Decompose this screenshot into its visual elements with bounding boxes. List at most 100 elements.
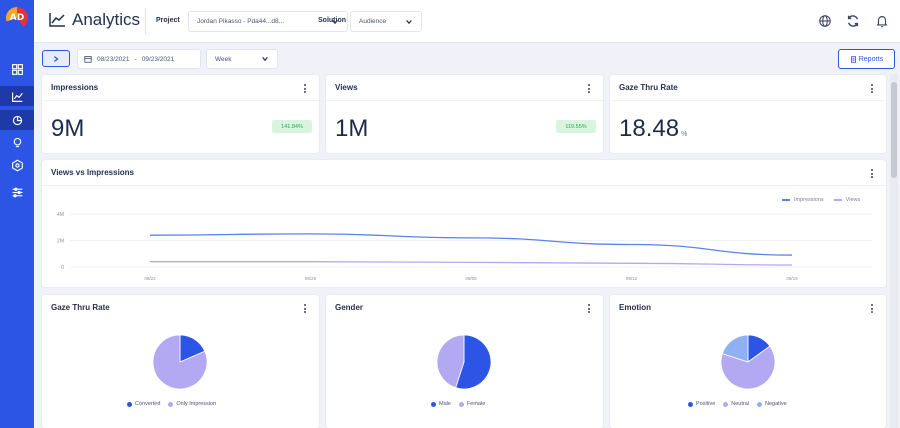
pie-chart: [436, 334, 492, 390]
more-vertical-icon[interactable]: [871, 169, 874, 179]
legend-swatch-impressions: [782, 199, 790, 201]
legend-only-impression: Only Impression: [176, 401, 217, 407]
bell-icon[interactable]: [875, 14, 889, 28]
refresh-icon[interactable]: [846, 14, 860, 28]
card-title: Views: [335, 83, 358, 92]
scrollbar-thumb[interactable]: [891, 82, 897, 178]
legend-converted: Converted: [135, 401, 161, 407]
card-title: Emotion: [619, 303, 651, 312]
page-title: Analytics: [72, 10, 141, 29]
x-tick-label: 08/29: [305, 276, 317, 281]
dashboard-icon: [11, 63, 23, 75]
pie-slice-female: [436, 334, 465, 389]
gaze-thru-rate-card: Gaze Thru Rate 18.48%: [610, 75, 886, 153]
pie-slice-male: [455, 334, 492, 390]
date-start: 08/23/2021: [97, 55, 130, 63]
more-vertical-icon[interactable]: [871, 304, 874, 314]
emotion-pie-card: Emotion Positive Neutral Negative: [610, 295, 886, 428]
series-line-views: [150, 261, 793, 266]
scrollbar[interactable]: [890, 74, 898, 428]
x-tick-label: 09/05: [465, 276, 477, 281]
chevron-down-icon: [262, 57, 268, 62]
sliders-icon: [12, 187, 22, 197]
legend-impressions: Impressions: [794, 197, 824, 203]
app-logo[interactable]: AD: [6, 7, 28, 29]
collapse-toggle-button[interactable]: [42, 50, 70, 67]
reports-button[interactable]: Reports: [838, 49, 895, 69]
more-vertical-icon[interactable]: [304, 84, 307, 94]
date-end: 09/23/2021: [141, 55, 175, 63]
legend-negative: Negative: [765, 401, 787, 407]
legend-views: Views: [845, 197, 861, 203]
period-select[interactable]: Week: [206, 49, 278, 69]
series-line-impressions: [149, 233, 793, 256]
divider: [610, 100, 886, 101]
sidebar-item-settings[interactable]: [0, 155, 34, 175]
pie-slice-only-impression: [152, 334, 208, 390]
reports-label: Reports: [858, 55, 884, 63]
solution-label: Solution: [318, 17, 346, 24]
more-vertical-icon[interactable]: [588, 304, 591, 314]
project-select[interactable]: Jordan Pikasso - Pda44...d8...: [188, 11, 348, 32]
legend-swatch-views: [833, 199, 842, 201]
chevron-down-icon: [332, 19, 338, 24]
pie-chart: [720, 334, 776, 390]
status-badge: 119.55%: [556, 120, 596, 133]
gender-pie-card: Gender Male Female: [326, 295, 603, 428]
more-vertical-icon[interactable]: [588, 84, 591, 94]
document-icon: [850, 55, 856, 63]
period-value: Week: [215, 55, 232, 63]
pie-icon: [12, 115, 22, 125]
kpi-number: 18.48: [619, 115, 680, 142]
pie-legend: Positive Neutral Negative: [688, 401, 787, 407]
date-separator: -: [134, 55, 137, 63]
pie-slice-negative: [721, 334, 749, 363]
kpi-unit: %: [681, 131, 688, 138]
x-tick-label: 09/12: [626, 276, 638, 281]
y-tick-label: 0: [61, 265, 64, 271]
more-vertical-icon[interactable]: [304, 304, 307, 314]
kpi-value: 1M: [335, 115, 369, 142]
views-vs-impressions-card: Views vs Impressions Impressions Views 4…: [42, 160, 886, 287]
views-card: Views 1M 119.55%: [326, 75, 603, 153]
bulb-icon: [13, 137, 21, 147]
sidebar-item-filters[interactable]: [0, 182, 34, 202]
impressions-card: Impressions 9M 141.84%: [42, 75, 319, 153]
legend-positive: Positive: [696, 401, 716, 407]
y-tick-label: 4M: [57, 212, 64, 218]
kpi-value: 18.48%: [619, 115, 687, 143]
calendar-icon: [84, 56, 92, 63]
divider: [326, 100, 603, 101]
x-tick-label: 09/19: [786, 276, 798, 281]
card-title: Gaze Thru Rate: [619, 83, 678, 92]
sidebar-item-analytics[interactable]: [0, 86, 34, 106]
legend-male: Male: [439, 401, 451, 407]
app-title: Analytics: [48, 10, 140, 30]
more-vertical-icon[interactable]: [871, 84, 874, 94]
divider: [42, 185, 886, 186]
chevron-down-icon: [406, 19, 412, 24]
card-title: Gaze Thru Rate: [51, 303, 110, 312]
logo-text: AD: [9, 13, 25, 23]
legend-neutral: Neutral: [731, 401, 749, 407]
sidebar-item-insights[interactable]: [0, 132, 34, 152]
kpi-value: 9M: [51, 115, 85, 142]
solution-select[interactable]: Audience: [350, 11, 422, 32]
pie-slice-neutral: [720, 345, 776, 390]
sidebar: AD: [0, 0, 34, 428]
divider: [42, 100, 319, 101]
divider: [145, 8, 146, 34]
project-value: Jordan Pikasso - Pda44...d8...: [197, 18, 285, 25]
sidebar-item-audience[interactable]: [0, 110, 34, 130]
card-title: Impressions: [51, 83, 99, 92]
pie-chart: [152, 334, 208, 390]
sidebar-item-dashboard[interactable]: [0, 59, 34, 79]
chevron-right-icon: [54, 55, 59, 62]
analytics-icon: [11, 91, 23, 102]
hexagon-settings-icon: [11, 159, 23, 171]
top-bar: Analytics Project Jordan Pikasso - Pda44…: [34, 0, 900, 43]
globe-icon[interactable]: [818, 14, 832, 28]
gaze-thru-rate-pie-card: Gaze Thru Rate Converted Only Impression: [42, 295, 319, 428]
legend-female: Female: [466, 401, 486, 407]
date-range-picker[interactable]: 08/23/2021 - 09/23/2021: [77, 49, 201, 69]
